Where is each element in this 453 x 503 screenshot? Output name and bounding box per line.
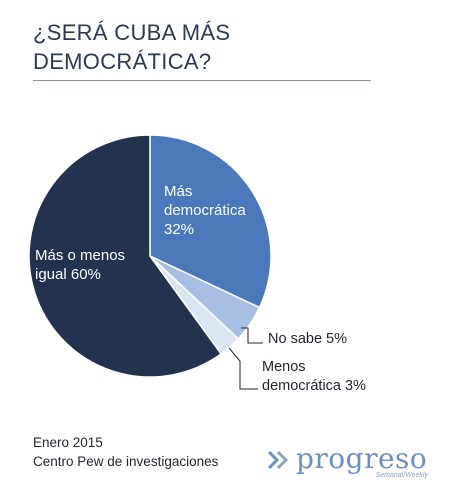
footer-date: Enero 2015: [33, 435, 103, 450]
footer-source: Centro Pew de investigaciones: [33, 454, 219, 469]
slice-label-no-sabe: No sabe 5%: [268, 331, 347, 347]
pie-slice-más-o-menos-igual: [28, 134, 223, 378]
chart-title: ¿SERÁ CUBA MÁS DEMOCRÁTICA?: [33, 18, 373, 76]
title-divider: [33, 80, 371, 81]
logo-wordmark: progreso: [296, 442, 428, 475]
leader-line-no-sabe: [241, 327, 263, 344]
slice-label-más-o-menos-igual: Más o menos igual 60%: [35, 247, 125, 283]
pie-chart: Más democrática 32% No sabe 5% Menos democrát…: [28, 134, 366, 394]
slice-label-más-democrática: Más democrática 32%: [164, 183, 246, 238]
slice-label-menos-democrática: Menos democrática 3%: [262, 359, 366, 394]
brand-logo: progreso Semanal/Weekly: [266, 442, 436, 484]
logo-tagline: Semanal/Weekly: [375, 472, 428, 479]
double-chevron-logo-icon: [267, 450, 289, 470]
pie-slice-más-democrática: [149, 134, 272, 309]
chart-title-line-1: ¿SERÁ CUBA MÁS: [33, 20, 231, 45]
chart-title-line-2: DEMOCRÁTICA?: [33, 49, 212, 74]
source-footer: Enero 2015 Centro Pew de investigaciones: [33, 433, 218, 471]
leader-line-menos-democrática: [228, 347, 258, 390]
